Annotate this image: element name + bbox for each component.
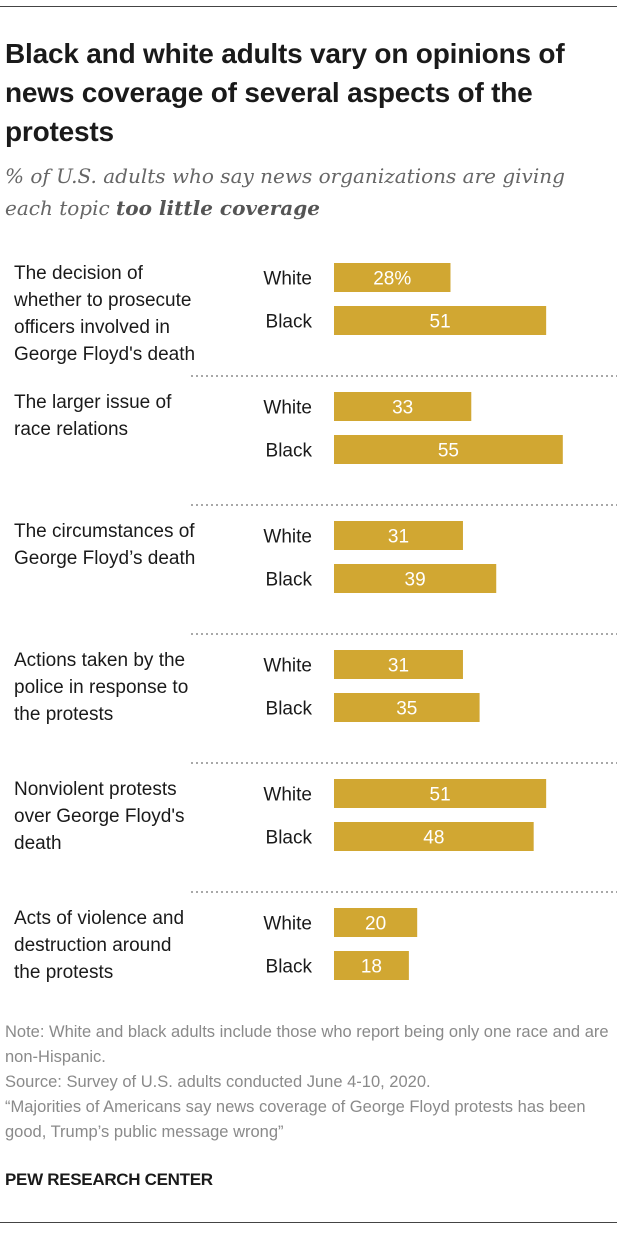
subtitle-emphasis: too little coverage bbox=[116, 196, 320, 220]
category-label-5: Nonviolent protests over George Floyd's de… bbox=[14, 779, 184, 854]
series-label-black: Black bbox=[266, 957, 313, 978]
bar-black-5 bbox=[334, 822, 534, 851]
category-label-line: George Floyd’s death bbox=[14, 548, 195, 569]
series-label-black: Black bbox=[266, 699, 313, 720]
category-label-line: The larger issue of bbox=[14, 392, 172, 413]
source-text: Source: Survey of U.S. adults conducted … bbox=[5, 1073, 431, 1091]
data-label-black-5: 48 bbox=[423, 828, 444, 849]
data-label-black-2: 55 bbox=[438, 441, 459, 462]
series-label-black: Black bbox=[266, 312, 313, 333]
category-label-line: George Floyd's death bbox=[14, 344, 195, 365]
bar-black-6 bbox=[334, 951, 409, 980]
category-label-line: Acts of violence and bbox=[14, 908, 184, 929]
category-label-line: Nonviolent protests bbox=[14, 779, 177, 800]
category-label-line: over George Floyd's bbox=[14, 806, 184, 827]
category-label-line: Actions taken by the bbox=[14, 650, 185, 671]
bar-white-6 bbox=[334, 908, 418, 937]
data-label-white-5: 51 bbox=[430, 785, 451, 806]
category-label-6: Acts of violence and destruction around th… bbox=[14, 908, 184, 983]
series-label-black: Black bbox=[266, 441, 313, 462]
category-label-2: The larger issue of race relations bbox=[14, 392, 172, 440]
series-label-white: White bbox=[263, 785, 312, 806]
category-label-line: the protests bbox=[14, 962, 113, 983]
note-text: Note: White and black adults include tho… bbox=[5, 1023, 609, 1066]
category-label-line: race relations bbox=[14, 419, 128, 440]
report-title-text: “Majorities of Americans say news covera… bbox=[5, 1098, 586, 1141]
data-label-black-4: 35 bbox=[396, 699, 417, 720]
data-label-white-6: 20 bbox=[365, 914, 386, 935]
bar-black-2 bbox=[334, 435, 563, 464]
data-label-black-6: 18 bbox=[361, 957, 382, 978]
series-label-white: White bbox=[263, 269, 312, 290]
data-label-white-2: 33 bbox=[392, 398, 413, 419]
category-label-4: Actions taken by the police in response t… bbox=[14, 650, 188, 725]
data-label-white-1: 28% bbox=[373, 269, 411, 290]
data-label-black-3: 39 bbox=[405, 570, 426, 591]
bar-black-1 bbox=[334, 306, 547, 335]
category-label-1: The decision of whether to prosecute offic… bbox=[13, 263, 195, 365]
chart-subtitle: % of U.S. adults who say news organizati… bbox=[5, 160, 617, 224]
bar-white-3 bbox=[334, 521, 463, 550]
data-label-white-4: 31 bbox=[388, 656, 409, 677]
category-label-line: The decision of bbox=[14, 263, 144, 284]
series-label-black: Black bbox=[266, 570, 313, 591]
bar-white-4 bbox=[334, 650, 463, 679]
category-label-3: The circumstances of George Floyd’s death bbox=[14, 521, 195, 569]
bar-white-5 bbox=[334, 779, 547, 808]
footnotes: Note: White and black adults include tho… bbox=[5, 1020, 617, 1145]
category-label-line: police in response to bbox=[14, 677, 188, 698]
brand-logo-text: PEW RESEARCH CENTER bbox=[5, 1170, 213, 1189]
bottom-rule bbox=[0, 1222, 617, 1223]
category-label-line: whether to prosecute bbox=[13, 290, 191, 311]
data-label-black-1: 51 bbox=[430, 312, 451, 333]
chart-title: Black and white adults vary on opinions … bbox=[5, 38, 565, 147]
series-label-white: White bbox=[263, 656, 312, 677]
series-label-white: White bbox=[263, 527, 312, 548]
category-label-line: the protests bbox=[14, 704, 113, 725]
series-label-white: White bbox=[263, 398, 312, 419]
subtitle-prefix: % of U.S. adults who say news organizati… bbox=[5, 164, 565, 220]
series-label-black: Black bbox=[266, 828, 313, 849]
bar-white-1 bbox=[334, 263, 451, 292]
top-rule bbox=[0, 6, 617, 7]
bar-white-2 bbox=[334, 392, 472, 421]
category-label-line: destruction around bbox=[14, 935, 171, 956]
category-label-line: The circumstances of bbox=[14, 521, 195, 542]
series-label-white: White bbox=[263, 914, 312, 935]
bar-black-4 bbox=[334, 693, 480, 722]
category-label-line: death bbox=[14, 833, 62, 854]
category-label-line: officers involved in bbox=[14, 317, 170, 338]
bar-black-3 bbox=[334, 564, 497, 593]
data-label-white-3: 31 bbox=[388, 527, 409, 548]
